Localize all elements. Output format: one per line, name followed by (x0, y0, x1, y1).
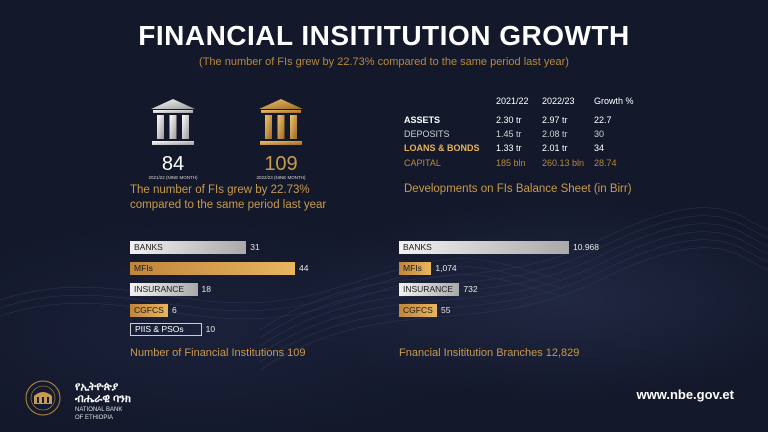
row-name: ASSETS (404, 115, 441, 125)
bar-value: 10 (205, 324, 216, 334)
page-subtitle: (The number of FIs grew by 22.73% compar… (199, 56, 569, 68)
bar-mfis: MFIs (130, 262, 295, 275)
bar-value: 44 (299, 263, 309, 273)
fi-count-curr-value: 109 (264, 153, 298, 175)
row-y1: 2.30 tr (496, 115, 522, 125)
header-y2: 2022/23 (542, 96, 575, 106)
row-y1: 185 bln (496, 158, 526, 168)
fi-count-curr-label: 2022/23 (NINE MONTH) (256, 175, 306, 180)
row-growth: 22.7 (594, 115, 612, 125)
row-y2: 2.08 tr (542, 129, 568, 139)
institutions-chart-caption: Number of Financial Institutions 109 (130, 347, 306, 359)
row-growth: 34 (594, 143, 605, 153)
bar-value: 732 (463, 284, 478, 294)
balance-sheet-caption: Developments on FIs Balance Sheet (in Bi… (404, 183, 632, 195)
row-growth: 30 (594, 129, 605, 139)
row-name: DEPOSITS (404, 129, 450, 139)
row-y2: 2.97 tr (542, 115, 568, 125)
fi-count-prev-value: 84 (161, 153, 185, 175)
logo-amharic-line1: የኢትዮጵያ (75, 381, 119, 393)
logo-amharic-line2: ብሔራዊ ባንክ (75, 393, 131, 405)
bar-insurance: INSURANCE (130, 283, 198, 296)
row-name: CAPITAL (404, 158, 441, 168)
row-growth: 28.74 (594, 158, 617, 168)
fi-count-prev-label: 2021/22 (NINE MONTH) (148, 175, 198, 180)
logo-english-line1: NATIONAL BANK (75, 407, 123, 413)
bar-cgfcs: CGFCS (130, 304, 168, 317)
bar-value: 18 (201, 284, 211, 294)
fi-count-prev: 84 2021/22 (NINE MONTH) (146, 97, 200, 180)
row-y2: 2.01 tr (542, 143, 568, 153)
row-y1: 1.33 tr (496, 143, 522, 153)
growth-statement-line2: compared to the same period last year (130, 199, 327, 211)
bar-insurance: INSURANCE (399, 283, 460, 296)
row-y2: 260.13 bln (542, 158, 585, 168)
bar-mfis: MFIs (399, 262, 432, 275)
bar-value: 10.968 (573, 242, 599, 252)
fi-count-curr: 109 2022/23 (NINE MONTH) (254, 97, 308, 180)
bank-building-icon (151, 99, 195, 145)
bar-value: 1,074 (435, 263, 457, 273)
bank-building-icon (259, 99, 303, 145)
page-title: FINANCIAL INSITITUTION GROWTH (138, 20, 630, 51)
row-name: LOANS & BONDS (404, 143, 480, 153)
logo-amharic-name: የኢትዮጵያ ብሔራዊ ባንክ (75, 381, 131, 405)
logo-english-line2: OF ETHIOPIA (75, 415, 114, 421)
row-y1: 1.45 tr (496, 129, 522, 139)
bar-value: 6 (172, 305, 177, 315)
logo-english-name: NATIONAL BANK OF ETHIOPIA (75, 406, 122, 422)
bar-value: 55 (441, 305, 451, 315)
bar-value: 31 (250, 242, 260, 252)
header-y1: 2021/22 (496, 96, 529, 106)
website-url[interactable]: www.nbe.gov.et (636, 387, 734, 402)
bar-banks: BANKS (130, 241, 247, 254)
bar-piis-psos: PIIS & PSOs (130, 323, 202, 336)
branches-chart-caption: Fnancial Insititution Branches 12,829 (399, 347, 580, 359)
header-growth: Growth % (594, 96, 634, 106)
nbe-seal-logo-icon (25, 380, 61, 416)
bar-banks: BANKS (399, 241, 569, 254)
growth-statement-line1: The number of FIs grew by 22.73% (130, 184, 310, 196)
growth-statement: The number of FIs grew by 22.73% compare… (130, 183, 370, 213)
bar-cgfcs: CGFCS (399, 304, 437, 317)
